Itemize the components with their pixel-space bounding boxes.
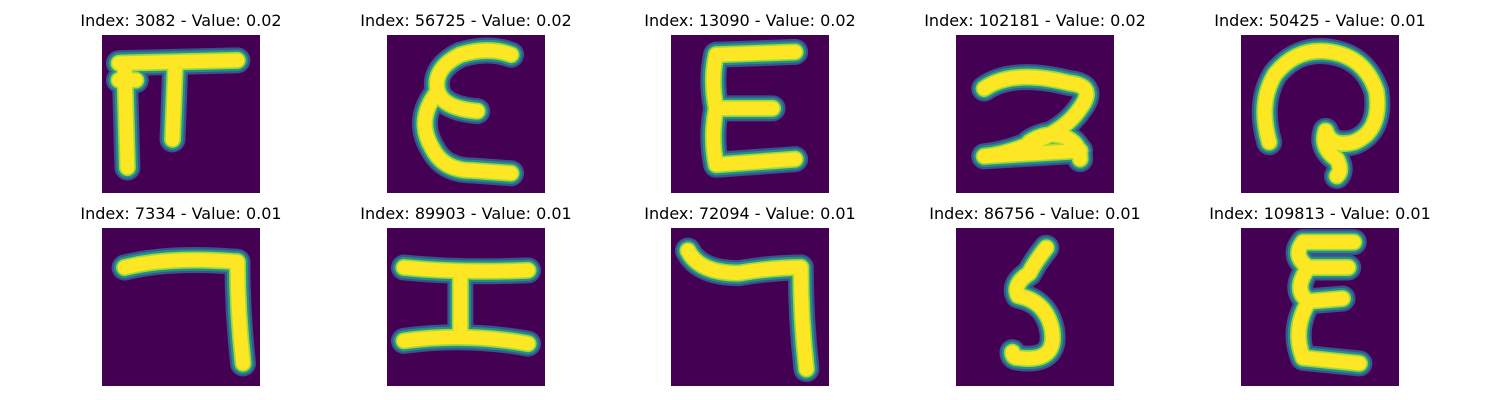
glyph-stroke — [977, 143, 1087, 164]
glyph-stroke — [1291, 294, 1367, 371]
glyph-stroke — [117, 253, 245, 275]
glyph-stroke — [1005, 240, 1060, 366]
glyph-image — [956, 35, 1114, 193]
panel-title: Index: 89903 - Value: 0.01 — [360, 204, 572, 223]
glyph-stroke — [418, 84, 518, 181]
panel-title: Index: 3082 - Value: 0.02 — [80, 11, 282, 30]
glyph-stroke — [1317, 124, 1347, 183]
glyph-image — [1241, 228, 1399, 386]
glyph-stroke — [230, 255, 250, 371]
glyph-stroke — [706, 101, 802, 172]
glyph-stroke — [453, 43, 518, 62]
glyph-image — [102, 228, 260, 386]
glyph-image — [387, 35, 545, 193]
panel-title: Index: 86756 - Value: 0.01 — [929, 204, 1141, 223]
glyph-image — [671, 228, 829, 386]
glyph-stroke — [794, 260, 814, 376]
glyph-image — [956, 228, 1114, 386]
panel-title: Index: 50425 - Value: 0.01 — [1214, 11, 1426, 30]
glyph-image — [102, 35, 260, 193]
glyph-stroke — [1257, 44, 1385, 151]
panel-title: Index: 109813 - Value: 0.01 — [1209, 204, 1431, 223]
glyph-image — [671, 35, 829, 193]
glyph-stroke — [397, 330, 535, 351]
glyph-stroke — [165, 56, 183, 147]
glyph-image — [1241, 35, 1399, 193]
panel-title: Index: 13090 - Value: 0.02 — [644, 11, 856, 30]
panel-title: Index: 72094 - Value: 0.01 — [644, 204, 856, 223]
glyph-image — [387, 228, 545, 386]
panel-title: Index: 7334 - Value: 0.01 — [80, 204, 282, 223]
panel-title: Index: 56725 - Value: 0.02 — [360, 11, 572, 30]
panel-title: Index: 102181 - Value: 0.02 — [924, 11, 1146, 30]
glyph-stroke — [709, 45, 802, 62]
glyph-stroke — [681, 243, 808, 280]
